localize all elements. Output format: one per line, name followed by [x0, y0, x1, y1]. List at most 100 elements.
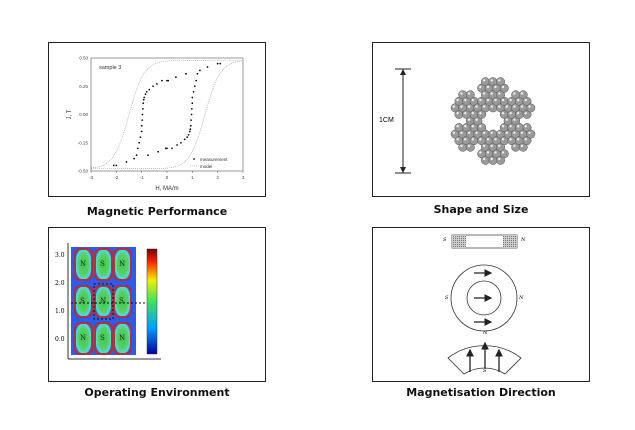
- y-tick-label: 0.50: [79, 56, 88, 61]
- ball-highlight: [501, 98, 505, 102]
- ball-highlight: [482, 105, 486, 108]
- ball-highlight: [490, 92, 493, 95]
- ball-highlight: [486, 85, 490, 89]
- ball-highlight: [452, 131, 456, 135]
- ball-highlight: [486, 138, 490, 141]
- y-tick-label: 0.25: [79, 84, 88, 89]
- ball-highlight: [467, 118, 471, 121]
- model-line: [90, 59, 243, 169]
- ball-highlight: [520, 144, 524, 148]
- ball-highlight: [516, 111, 520, 115]
- measurement-point: [142, 102, 145, 105]
- ball-highlight: [471, 111, 474, 115]
- ball-highlight: [490, 157, 493, 161]
- measurement-point: [190, 119, 192, 122]
- field-cell: [76, 324, 91, 353]
- ball-highlight: [490, 79, 493, 82]
- ball-highlight: [498, 157, 501, 161]
- ball-highlight: [482, 157, 486, 161]
- measurement-point: [183, 138, 186, 141]
- y-tick: 0.0: [55, 336, 65, 343]
- magnet-shape-image: [395, 68, 536, 174]
- ball-highlight: [482, 144, 486, 148]
- y-tick-label: -0.50: [78, 169, 89, 174]
- measurement-point: [161, 79, 163, 82]
- x-tick-label: 2: [216, 175, 219, 180]
- magnet-ball: [526, 129, 536, 139]
- ball-highlight: [505, 105, 509, 108]
- ball-highlight: [498, 144, 501, 148]
- measurement-point: [219, 62, 222, 65]
- ball-highlight: [456, 98, 459, 102]
- field-cell: [115, 324, 130, 353]
- measurement-point: [193, 85, 196, 88]
- ball-highlight: [494, 98, 497, 102]
- measurement-point: [142, 98, 145, 101]
- ball-highlight: [520, 105, 524, 108]
- ball-highlight: [520, 92, 524, 95]
- measurement-point: [115, 164, 118, 167]
- ball-highlight: [475, 131, 478, 135]
- measurement-point: [136, 147, 139, 150]
- ball-highlight: [513, 105, 516, 108]
- ball-highlight: [494, 151, 497, 154]
- ball-highlight: [494, 138, 497, 141]
- ball-highlight: [467, 131, 471, 135]
- ball-highlight: [509, 111, 512, 115]
- ball-highlight: [516, 138, 520, 141]
- shape-size-caption: Shape and Size: [433, 203, 529, 216]
- y-tick: 3.0: [55, 252, 65, 259]
- measurement-point: [166, 79, 168, 82]
- ball-highlight: [498, 105, 501, 108]
- ball-highlight: [490, 105, 493, 108]
- field-cell: [96, 250, 111, 279]
- measurement-point: [112, 164, 115, 167]
- y-tick: 2.0: [55, 280, 65, 287]
- pole-label: N: [100, 297, 107, 305]
- measurement-point: [176, 144, 179, 146]
- ball-highlight: [524, 138, 527, 141]
- measurement-point: [164, 147, 167, 150]
- ball-highlight: [520, 131, 524, 135]
- measurement-point: [157, 150, 160, 153]
- x-tick-label: -1: [140, 175, 144, 180]
- field-cell: [115, 250, 130, 279]
- measurement-point: [148, 88, 151, 91]
- ball-highlight: [505, 118, 509, 121]
- measurement-point: [195, 79, 198, 82]
- measurement-point: [142, 107, 144, 110]
- magnetisation-direction-caption: Magnetisation Direction: [406, 386, 556, 399]
- ball-highlight: [460, 92, 463, 95]
- measurement-point: [145, 91, 148, 93]
- ball-highlight: [456, 111, 459, 115]
- measurement-point: [185, 72, 187, 75]
- measurement-point: [141, 113, 144, 116]
- measurement-point: [189, 124, 192, 127]
- ball-highlight: [524, 125, 527, 128]
- measurement-point: [139, 136, 142, 138]
- pole-label: N: [80, 334, 87, 342]
- legend-marker: [193, 158, 195, 160]
- legend-model: model: [200, 164, 212, 169]
- ball-highlight: [471, 98, 474, 102]
- measurement-point: [144, 93, 147, 96]
- ball-highlight: [528, 105, 531, 108]
- ball-highlight: [479, 111, 482, 115]
- field-cell: [115, 287, 130, 316]
- ball-highlight: [482, 92, 486, 95]
- y-tick-label: -0.25: [78, 140, 89, 145]
- magnet-ball: [499, 149, 509, 159]
- x-axis-label: H, MA/m: [155, 186, 178, 192]
- pole-s-label: S: [445, 295, 449, 301]
- ball-highlight: [516, 125, 520, 128]
- measurement-point: [206, 66, 209, 68]
- field-cell: [76, 250, 91, 279]
- measurement-point: [138, 141, 141, 144]
- ball-highlight: [490, 131, 493, 135]
- measurement-point: [188, 130, 191, 133]
- measurement-point: [180, 141, 182, 144]
- ball-highlight: [524, 111, 527, 115]
- pole-n-label: N: [521, 237, 526, 243]
- legend-measurement: measurement: [200, 157, 228, 162]
- magnetisation-direction-card: S N S N N S: [372, 227, 590, 382]
